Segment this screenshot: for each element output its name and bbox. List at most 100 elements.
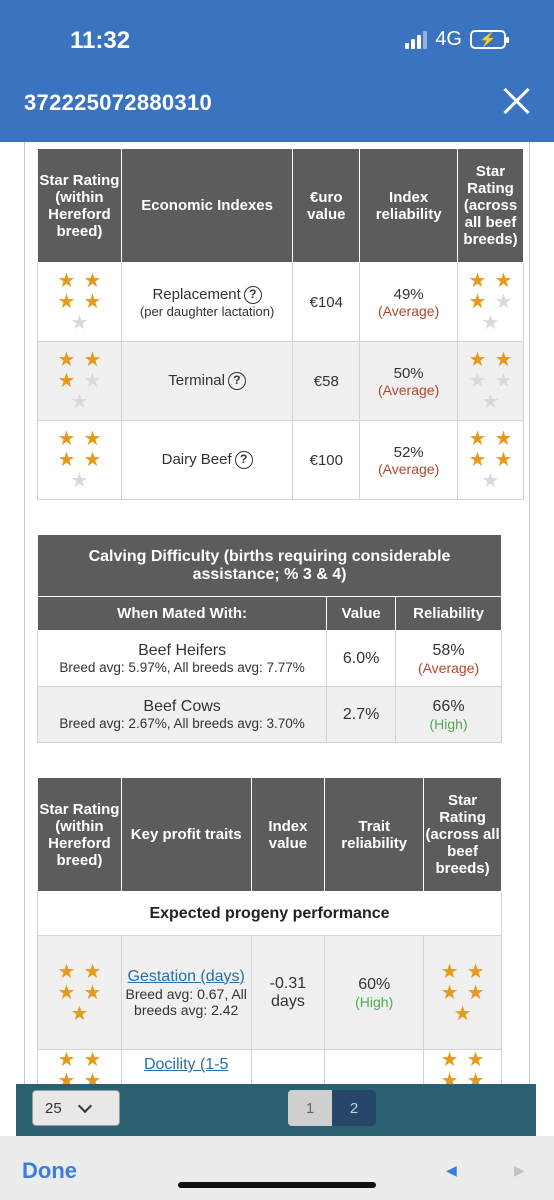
page-button-2[interactable]: 2 [332, 1090, 376, 1126]
table-row: ★ ★ ★ ★ ★ Terminal? €58 50% (Average) ★ ★ ★ ★ ★ [37, 341, 524, 421]
star-rating-within: ★★★★★ [37, 341, 122, 421]
pagination-bar: 25 1 2 [16, 1084, 536, 1136]
help-icon[interactable]: ? [227, 372, 246, 390]
star-rating-across: ★★★★★ [457, 341, 524, 421]
calving-value: 2.7% [326, 686, 397, 743]
section-title: Expected progeny performance [37, 891, 502, 936]
profit-traits-table: Star Rating (within Hereford breed) Key … [37, 777, 502, 1084]
star-filled-icon: ★ [440, 1049, 459, 1071]
star-filled-icon: ★ [466, 960, 485, 983]
forward-arrow-icon[interactable]: ▶ [514, 1162, 525, 1178]
index-value [250, 1049, 326, 1084]
header-trait-reliability: Trait reliability [324, 777, 425, 892]
star-filled-icon: ★ [57, 270, 76, 292]
back-arrow-icon[interactable]: ◀ [446, 1162, 457, 1178]
table-row: ★★★★★ Docility (1-5 ★★★★★ [37, 1049, 502, 1084]
header-index-value: Index value [250, 777, 326, 892]
reliability-value: 66% [432, 697, 465, 715]
reliability-value: 52% [393, 443, 424, 461]
star-empty-icon: ★ [481, 312, 500, 334]
star-rating-across: ★★★★★ [423, 935, 502, 1050]
star-empty-icon: ★ [70, 470, 89, 492]
star-filled-icon: ★ [57, 981, 76, 1004]
star-filled-icon: ★ [468, 428, 487, 450]
table-row: ★ ★ ★ ★ ★ Replacement? (per daughter lactatio… [37, 262, 524, 342]
star-rating-within: ★★★★★ [37, 262, 122, 342]
page-buttons: 1 2 [288, 1090, 376, 1126]
done-button[interactable]: Done [22, 1158, 77, 1183]
reliability-label: (Average) [378, 381, 440, 398]
star-empty-icon: ★ [70, 391, 89, 413]
reliability-label: (High) [429, 715, 468, 732]
breed-avg: Breed avg: 2.67%, All breeds avg: 3.70% [59, 716, 305, 731]
star-filled-icon: ★ [83, 1049, 102, 1071]
star-filled-icon: ★ [57, 1070, 76, 1084]
table-row: Beef Heifers Breed avg: 5.97%, All breeds… [36, 630, 502, 687]
close-icon[interactable] [502, 86, 532, 116]
table-row: ★ ★ ★ ★ ★ Dairy Beef? €100 52% (Average) ★ ★ ★ ★… [37, 420, 524, 500]
reliability-value: 60% [358, 975, 391, 993]
per-page-value: 25 [45, 1099, 62, 1117]
signal-icon [405, 30, 428, 49]
star-filled-icon: ★ [57, 428, 76, 450]
table-row: ★ ★ ★ ★ ★ Gestation (days) Breed avg: 0.67, A… [37, 935, 502, 1050]
reliability-value: 49% [393, 285, 424, 303]
star-filled-icon: ★ [83, 291, 102, 313]
star-filled-icon: ★ [494, 428, 513, 450]
page-button-1[interactable]: 1 [288, 1090, 332, 1126]
star-empty-icon: ★ [83, 370, 102, 392]
star-filled-icon: ★ [440, 981, 459, 1004]
star-filled-icon: ★ [57, 449, 76, 471]
per-page-select[interactable]: 25 [32, 1090, 120, 1126]
star-rating-across: ★★★★★ [457, 420, 524, 500]
mated-name: Beef Heifers [138, 642, 227, 659]
title-bar: 11:32 4G ⚡ 372225072880310 [0, 0, 554, 142]
scroll-content[interactable]: Star Rating (within Hereford breed) Econ… [24, 142, 530, 1084]
star-rating-within: ★★★★★ [37, 1049, 122, 1084]
calving-difficulty-table: Calving Difficulty (births requiring con… [36, 534, 502, 743]
star-empty-icon: ★ [70, 312, 89, 334]
star-empty-icon: ★ [468, 370, 487, 392]
star-filled-icon: ★ [57, 1049, 76, 1071]
star-rating-within: ★★★★★ [37, 420, 122, 500]
star-filled-icon: ★ [466, 1070, 485, 1084]
star-filled-icon: ★ [494, 270, 513, 292]
help-icon[interactable]: ? [243, 285, 262, 304]
reliability-label: (Average) [378, 460, 440, 477]
star-rating-within: ★★★★★ [37, 935, 122, 1050]
header-value: Value [326, 596, 397, 631]
header-reliability: Reliability [395, 596, 502, 631]
index-name: Terminal? [122, 372, 293, 390]
star-filled-icon: ★ [453, 1002, 472, 1025]
trait-link[interactable]: Docility (1-5 [143, 1056, 229, 1073]
index-name: Replacement? [122, 285, 293, 304]
reliability-value [324, 1049, 425, 1084]
star-filled-icon: ★ [83, 981, 102, 1004]
header-key-profit-traits: Key profit traits [120, 777, 252, 892]
star-filled-icon: ★ [440, 960, 459, 983]
calving-title: Calving Difficulty (births requiring con… [37, 534, 502, 597]
table-row: Beef Cows Breed avg: 2.67%, All breeds av… [36, 686, 502, 743]
calving-value: 6.0% [326, 630, 397, 687]
header-star-across: Star Rating (across all beef breeds) [423, 777, 502, 892]
star-filled-icon: ★ [57, 349, 76, 371]
star-empty-icon: ★ [481, 391, 500, 413]
star-filled-icon: ★ [468, 449, 487, 471]
star-filled-icon: ★ [83, 1070, 102, 1084]
star-filled-icon: ★ [57, 370, 76, 392]
index-value: €58 [292, 341, 361, 421]
trait-link[interactable]: Gestation (days) [127, 967, 245, 985]
star-filled-icon: ★ [83, 449, 102, 471]
header-euro-value: €uro value [292, 148, 361, 263]
reliability-label: (Average) [417, 659, 480, 676]
header-star-within: Star Rating (within Hereford breed) [37, 148, 122, 263]
star-filled-icon: ★ [83, 349, 102, 371]
star-filled-icon: ★ [466, 981, 485, 1004]
home-indicator [178, 1182, 376, 1188]
header-star-within: Star Rating (within Hereford breed) [37, 777, 122, 892]
star-filled-icon: ★ [466, 1049, 485, 1071]
help-icon[interactable]: ? [234, 451, 253, 469]
reliability-value: 58% [432, 641, 465, 659]
header-economic-indexes: Economic Indexes [120, 148, 294, 263]
reliability-value: 50% [393, 364, 424, 382]
